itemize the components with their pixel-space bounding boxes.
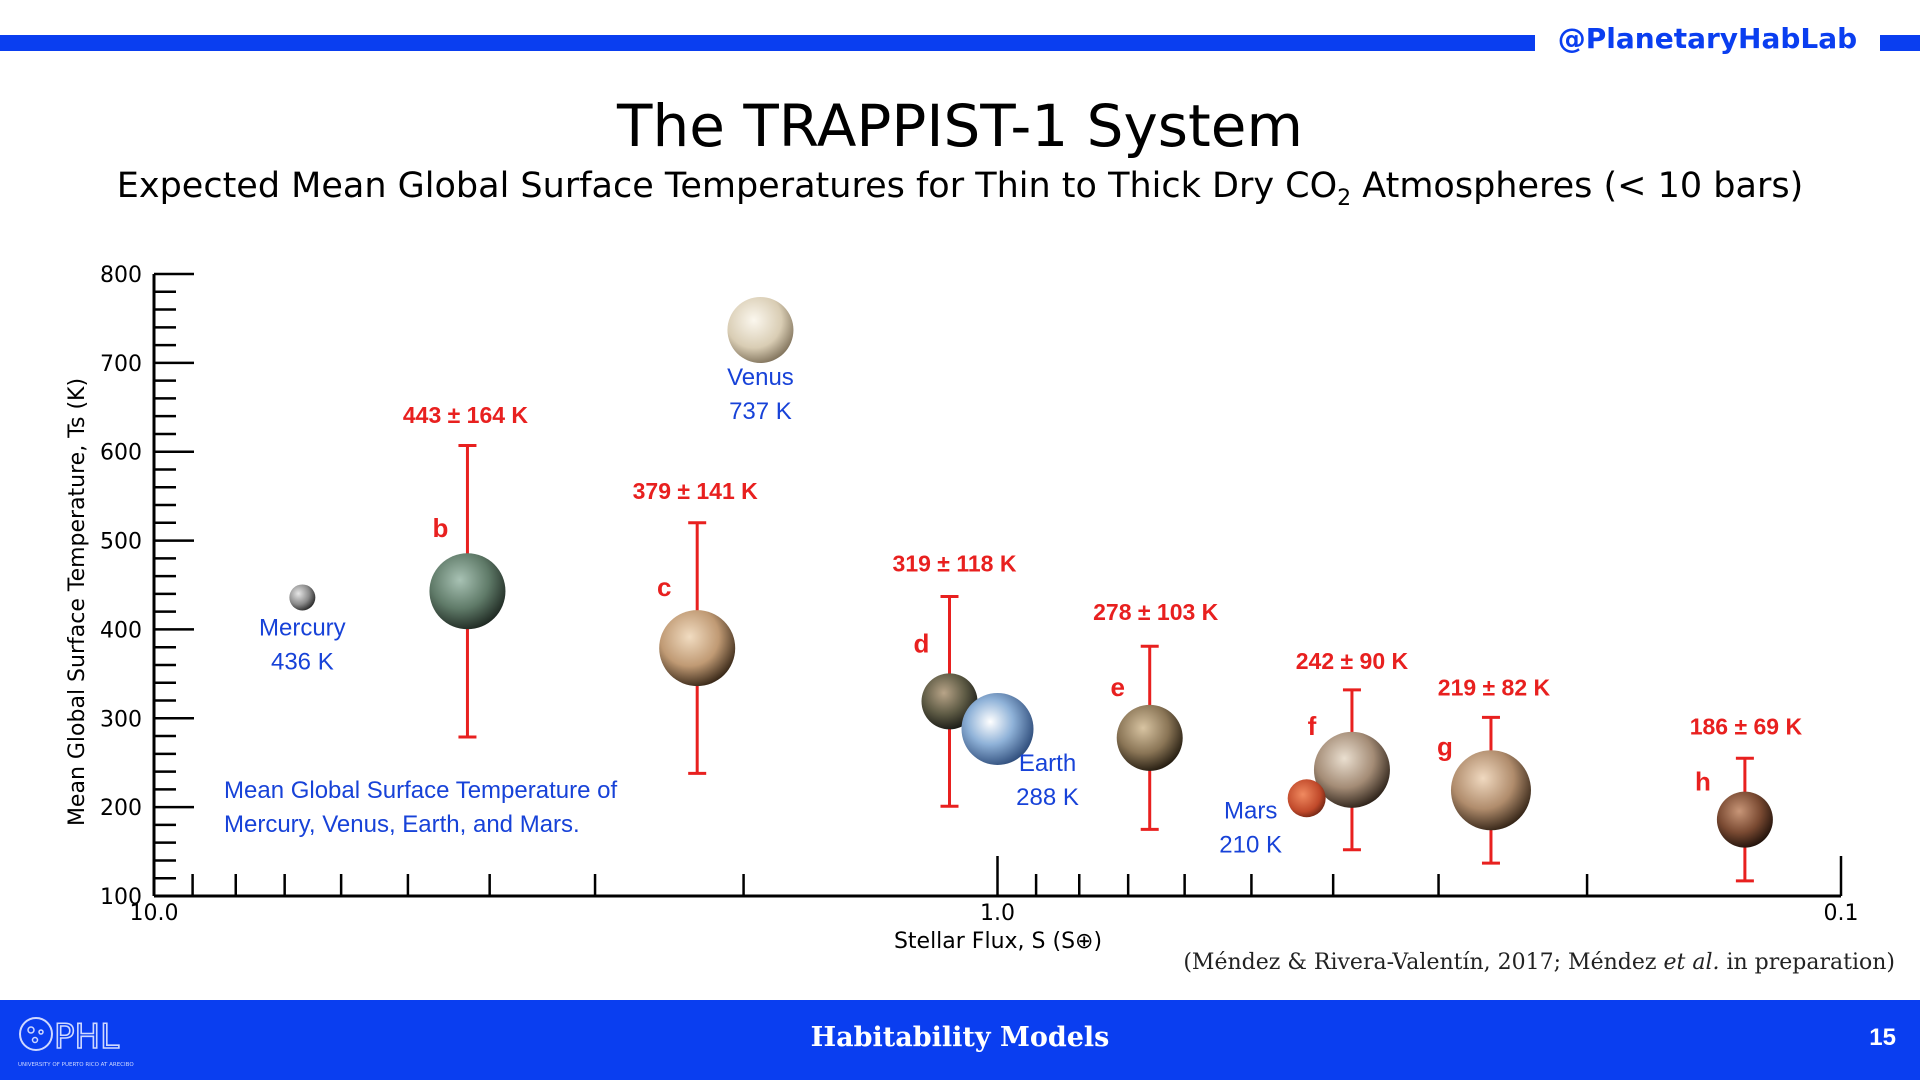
planet-mars: [1287, 779, 1326, 818]
phl-logo: PHL UNIVERSITY OF PUERTO RICO AT ARECIBO: [18, 1016, 134, 1068]
planet-letter-h: h: [1695, 767, 1711, 797]
planet-temp-mars: 210 K: [1219, 831, 1282, 858]
y-axis-label: Mean Global Surface Temperature, Ts (K): [65, 378, 90, 826]
planet-name-venus: Venus: [727, 364, 794, 391]
citation: (Méndez & Rivera-Valentín, 2017; Méndez …: [1183, 950, 1895, 975]
planet-h: [1716, 791, 1773, 848]
footer-title: Habitability Models: [810, 1022, 1110, 1053]
planet-mercury: [289, 584, 316, 611]
citation-suffix: in preparation): [1719, 950, 1895, 975]
planet-d: [921, 673, 978, 730]
citation-italic: et al.: [1663, 950, 1720, 975]
temp-label-d: 319 ± 118 K: [893, 550, 1017, 576]
temp-label-h: 186 ± 69 K: [1690, 714, 1803, 740]
annotation-line-2: Mercury, Venus, Earth, and Mars.: [224, 811, 580, 838]
page-subtitle: Expected Mean Global Surface Temperature…: [0, 166, 1920, 211]
x-tick-label: 10.0: [130, 901, 179, 926]
temp-label-c: 379 ± 141 K: [633, 478, 759, 504]
planet-e: [1116, 704, 1183, 771]
y-tick-label: 300: [100, 707, 142, 732]
y-tick-label: 700: [100, 352, 142, 377]
planet-letter-b: b: [433, 513, 449, 543]
temp-label-g: 219 ± 82 K: [1438, 674, 1551, 700]
x-tick-label: 0.1: [1824, 901, 1859, 926]
planet-earth: [961, 692, 1034, 765]
planet-letter-c: c: [657, 572, 671, 602]
temp-label-b: 443 ± 164 K: [403, 402, 529, 428]
planet-letter-f: f: [1308, 711, 1317, 741]
planet-name-mercury: Mercury: [259, 614, 346, 641]
planet-g: [1450, 750, 1531, 831]
planet-letter-d: d: [914, 628, 930, 658]
planet-b: [429, 553, 506, 630]
top-accent-bar-end: [1880, 35, 1920, 51]
logo-caption: UNIVERSITY OF PUERTO RICO AT ARECIBO: [18, 1062, 134, 1068]
logo-text: PHL: [54, 1017, 119, 1057]
subtitle-tail: Atmospheres (< 10 bars): [1351, 166, 1804, 206]
y-tick-label: 400: [100, 618, 142, 643]
page-number: 15: [1869, 1024, 1896, 1051]
subtitle-subscript: 2: [1337, 186, 1352, 211]
planet-temp-venus: 737 K: [729, 398, 792, 425]
x-axis-label: Stellar Flux, S (S⊕): [894, 929, 1102, 954]
x-tick-label: 1.0: [980, 901, 1015, 926]
footer-bar: [0, 1000, 1920, 1080]
planet-c: [659, 610, 736, 687]
y-tick-label: 800: [100, 263, 142, 288]
y-tick-label: 600: [100, 441, 142, 466]
twitter-handle[interactable]: @PlanetaryHabLab: [1557, 22, 1858, 55]
subtitle-main: Expected Mean Global Surface Temperature…: [116, 166, 1338, 206]
y-tick-label: 200: [100, 796, 142, 821]
planet-name-mars: Mars: [1224, 797, 1277, 824]
citation-prefix: (Méndez & Rivera-Valentín, 2017; Méndez: [1183, 950, 1664, 975]
temperature-chart: 100 200 300 400 500 600 700 800 10.0 1.0 0.1 b 443 …: [65, 263, 1859, 954]
planet-f: [1313, 731, 1390, 808]
y-tick-label: 100: [100, 885, 142, 910]
top-accent-bar: [0, 35, 1535, 51]
temp-label-f: 242 ± 90 K: [1296, 648, 1409, 674]
y-tick-label: 500: [100, 530, 142, 555]
annotation-line-1: Mean Global Surface Temperature of: [224, 777, 617, 804]
page-title: The TRAPPIST-1 System: [617, 92, 1303, 160]
planet-name-earth: Earth: [1019, 750, 1076, 777]
planet-letter-g: g: [1437, 731, 1453, 761]
planet-temp-earth: 288 K: [1016, 784, 1079, 811]
temp-label-e: 278 ± 103 K: [1093, 599, 1219, 625]
planet-venus: [727, 296, 794, 363]
planet-letter-e: e: [1110, 672, 1124, 702]
planet-temp-mercury: 436 K: [271, 648, 334, 675]
